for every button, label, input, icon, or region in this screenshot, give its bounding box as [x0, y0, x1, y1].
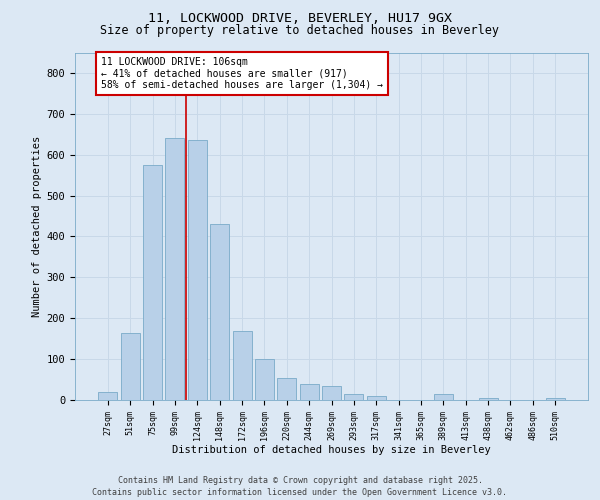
- Bar: [121, 332, 140, 400]
- Bar: [434, 394, 453, 400]
- Text: 11, LOCKWOOD DRIVE, BEVERLEY, HU17 9GX: 11, LOCKWOOD DRIVE, BEVERLEY, HU17 9GX: [148, 12, 452, 26]
- Bar: [166, 138, 184, 400]
- Bar: [188, 140, 207, 400]
- X-axis label: Distribution of detached houses by size in Beverley: Distribution of detached houses by size …: [172, 446, 491, 456]
- Bar: [322, 386, 341, 400]
- Bar: [277, 378, 296, 400]
- Y-axis label: Number of detached properties: Number of detached properties: [32, 136, 43, 317]
- Bar: [233, 330, 251, 400]
- Text: Contains public sector information licensed under the Open Government Licence v3: Contains public sector information licen…: [92, 488, 508, 497]
- Bar: [367, 396, 386, 400]
- Text: 11 LOCKWOOD DRIVE: 106sqm
← 41% of detached houses are smaller (917)
58% of semi: 11 LOCKWOOD DRIVE: 106sqm ← 41% of detac…: [101, 56, 383, 90]
- Bar: [545, 398, 565, 400]
- Bar: [344, 394, 364, 400]
- Bar: [98, 392, 118, 400]
- Bar: [210, 224, 229, 400]
- Bar: [255, 359, 274, 400]
- Text: Size of property relative to detached houses in Beverley: Size of property relative to detached ho…: [101, 24, 499, 37]
- Bar: [299, 384, 319, 400]
- Bar: [143, 165, 162, 400]
- Text: Contains HM Land Registry data © Crown copyright and database right 2025.: Contains HM Land Registry data © Crown c…: [118, 476, 482, 485]
- Bar: [479, 398, 497, 400]
